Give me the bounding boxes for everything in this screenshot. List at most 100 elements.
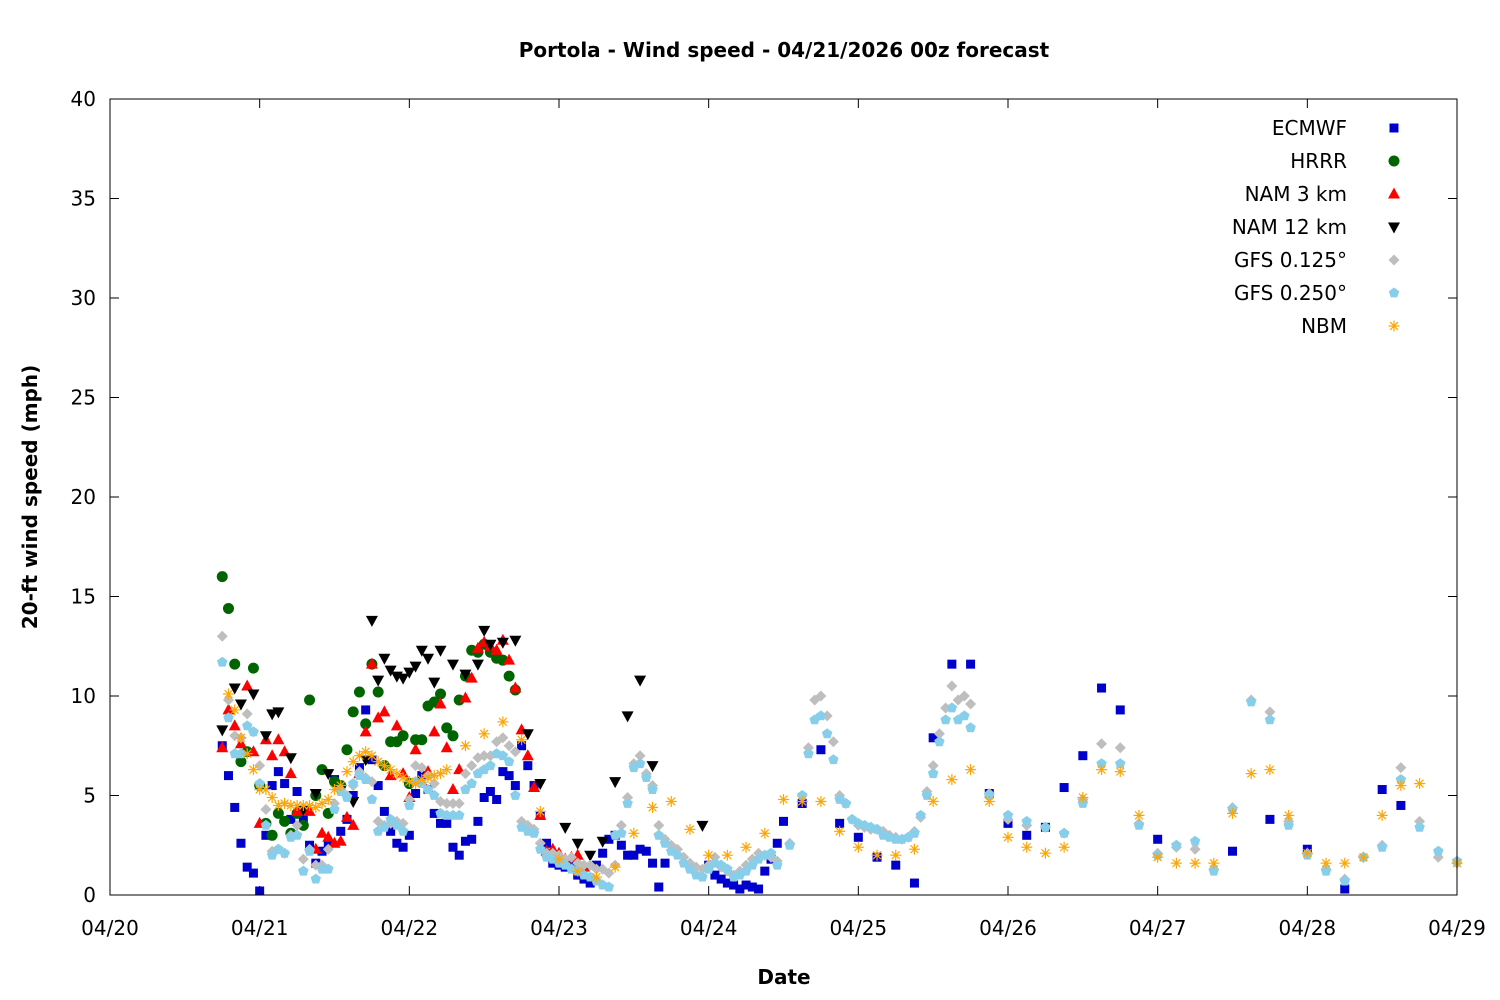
data-point	[503, 653, 516, 665]
data-point	[623, 850, 633, 860]
data-point	[853, 832, 863, 842]
data-point	[272, 707, 285, 719]
data-point	[696, 820, 709, 832]
data-point	[441, 764, 453, 776]
data-point	[503, 756, 515, 767]
data-point	[341, 792, 353, 802]
data-point	[1283, 809, 1295, 821]
legend-marker	[1388, 187, 1400, 199]
data-point	[428, 725, 441, 737]
data-point	[447, 730, 459, 742]
data-point	[291, 829, 303, 840]
data-point	[871, 823, 883, 834]
data-point	[596, 836, 609, 848]
data-point	[484, 639, 497, 651]
data-point	[366, 794, 378, 804]
data-point	[329, 784, 340, 796]
data-point	[523, 761, 533, 771]
x-tick-label: 04/23	[530, 916, 588, 940]
data-point	[453, 694, 465, 706]
data-point	[1414, 821, 1425, 832]
data-point	[1152, 851, 1164, 863]
data-point	[840, 798, 852, 808]
data-point	[379, 806, 389, 816]
data-point	[391, 768, 403, 780]
data-point	[359, 755, 372, 767]
data-point	[927, 760, 939, 772]
data-point	[510, 781, 520, 791]
data-point	[946, 680, 958, 692]
data-point	[436, 818, 446, 828]
data-point	[871, 849, 883, 861]
data-point	[672, 849, 683, 860]
data-point	[416, 734, 428, 746]
data-point	[759, 827, 771, 839]
data-point	[528, 827, 540, 838]
data-point	[660, 858, 670, 868]
data-point	[234, 699, 247, 711]
chart-title: Portola - Wind speed - 04/21/2026 00z fo…	[519, 38, 1050, 62]
data-point	[365, 657, 378, 669]
data-point	[1208, 857, 1220, 869]
data-point	[229, 704, 241, 716]
data-point	[678, 857, 689, 868]
data-point	[360, 774, 371, 784]
data-point	[503, 670, 515, 682]
data-point	[398, 842, 408, 852]
data-point	[341, 766, 353, 778]
data-point	[1039, 847, 1051, 859]
data-point	[821, 728, 833, 739]
data-point	[965, 722, 976, 733]
data-point	[272, 733, 285, 745]
data-point	[946, 702, 958, 713]
data-point	[279, 815, 291, 827]
data-point	[635, 844, 645, 854]
data-point	[372, 711, 385, 723]
data-point	[1058, 827, 1070, 838]
legend-label: NAM 12 km	[1232, 215, 1347, 239]
series-nbm	[222, 688, 1463, 883]
data-point	[485, 787, 495, 797]
data-point	[422, 784, 434, 794]
data-point	[908, 843, 920, 855]
x-tick-label: 04/20	[81, 916, 139, 940]
data-point	[1283, 819, 1294, 830]
data-point	[236, 838, 246, 848]
data-point	[1340, 884, 1350, 894]
data-point	[390, 719, 403, 731]
data-point	[247, 689, 260, 701]
legend-marker	[1388, 155, 1400, 167]
data-point	[378, 760, 390, 772]
data-point	[1171, 839, 1182, 850]
data-point	[741, 880, 751, 890]
data-point	[772, 838, 782, 848]
data-point	[222, 688, 234, 700]
data-point	[478, 750, 490, 762]
data-point	[965, 698, 977, 710]
data-point	[754, 884, 764, 894]
data-point	[229, 658, 241, 670]
data-point	[609, 777, 622, 789]
data-point	[1189, 843, 1201, 855]
data-point	[796, 795, 808, 807]
legend-marker	[1388, 222, 1400, 234]
data-point	[378, 653, 391, 665]
data-point	[516, 734, 528, 746]
data-point	[1433, 845, 1444, 856]
data-point	[933, 728, 945, 740]
data-point	[1040, 821, 1051, 832]
data-point	[291, 819, 303, 831]
data-point	[947, 659, 957, 669]
data-point	[1395, 780, 1407, 792]
data-point	[298, 814, 308, 824]
data-point	[304, 845, 315, 856]
data-point	[1096, 758, 1107, 769]
data-point	[735, 884, 745, 894]
data-point	[1376, 809, 1388, 821]
data-point	[485, 760, 496, 771]
data-point	[216, 571, 228, 583]
data-point	[1189, 857, 1201, 869]
data-point	[322, 830, 335, 842]
data-point	[322, 843, 334, 855]
data-point	[467, 834, 477, 844]
